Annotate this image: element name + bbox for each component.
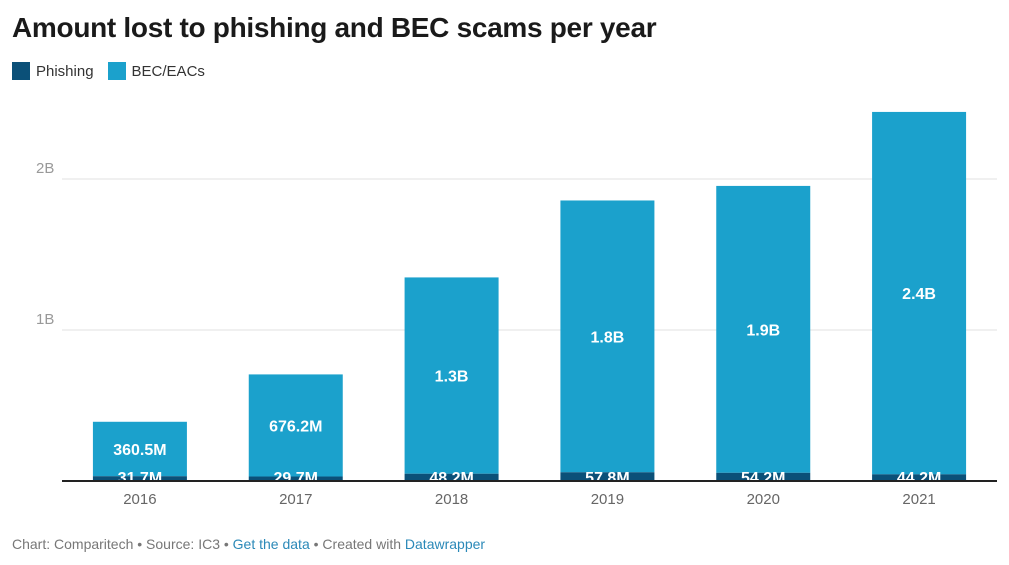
footer-credit: Chart: Comparitech • Source: IC3 • [12,536,233,552]
data-label-bec-2016: 360.5M [113,442,166,459]
bar-phishing-2018 [404,473,499,481]
bar-bec-2021 [872,111,967,475]
bar-bec-2018 [404,277,499,474]
datawrapper-link[interactable]: Datawrapper [404,536,486,552]
get-data-link[interactable]: Get the data [232,536,310,552]
bar-phishing-2020 [716,472,811,481]
data-label-phishing-2020: 54.2M [741,470,785,487]
data-label-phishing-2018: 48.2M [429,470,473,487]
data-label-bec-2020: 1.9B [746,322,780,339]
data-label-phishing-2019: 57.8M [585,470,629,487]
x-tick-label-2019: 2019 [591,491,624,508]
x-tick-label-2020: 2020 [747,491,780,508]
chart-area: 1B 2B 360.5M 31.7M 2016 676.2M 29.7M 2017 1.3B 48… [36,111,997,508]
data-label-phishing-2021: 44.2M [897,470,941,487]
x-tick-label-2016: 2016 [123,491,156,508]
legend-item-phishing: Phishing [12,62,94,80]
y-tick-label-2B: 2B [36,160,54,177]
bar-bec-2019 [560,200,655,473]
bar-phishing-2016 [92,476,187,481]
footer-created: • Created with [309,536,405,552]
legend-label-phishing: Phishing [36,62,94,80]
legend-item-bec: BEC/EACs [107,62,205,80]
data-label-bec-2019: 1.8B [591,329,625,346]
bar-bec-2020 [716,185,811,473]
legend-label-bec: BEC/EACs [131,62,205,80]
bar-phishing-2021 [872,474,967,481]
legend-swatch-bec [107,62,126,80]
x-tick-label-2021: 2021 [902,491,935,508]
legend: Phishing BEC/EACs [12,62,205,80]
bar-bec-2016 [92,421,187,477]
footer: Chart: Comparitech • Source: IC3 • Get t… [12,536,485,552]
data-label-bec-2018: 1.3B [435,369,469,386]
x-tick-label-2017: 2017 [279,491,312,508]
legend-swatch-phishing [12,62,30,80]
data-label-bec-2017: 676.2M [269,418,322,435]
data-label-phishing-2017: 29.7M [274,470,318,487]
bar-phishing-2017 [248,476,343,481]
y-tick-label-1B: 1B [36,311,54,328]
bar-phishing-2019 [560,472,655,481]
chart-title: Amount lost to phishing and BEC scams pe… [12,12,657,43]
data-label-bec-2021: 2.4B [902,286,936,303]
data-label-phishing-2016: 31.7M [118,470,162,487]
x-tick-label-2018: 2018 [435,491,468,508]
bar-bec-2017 [248,374,343,477]
